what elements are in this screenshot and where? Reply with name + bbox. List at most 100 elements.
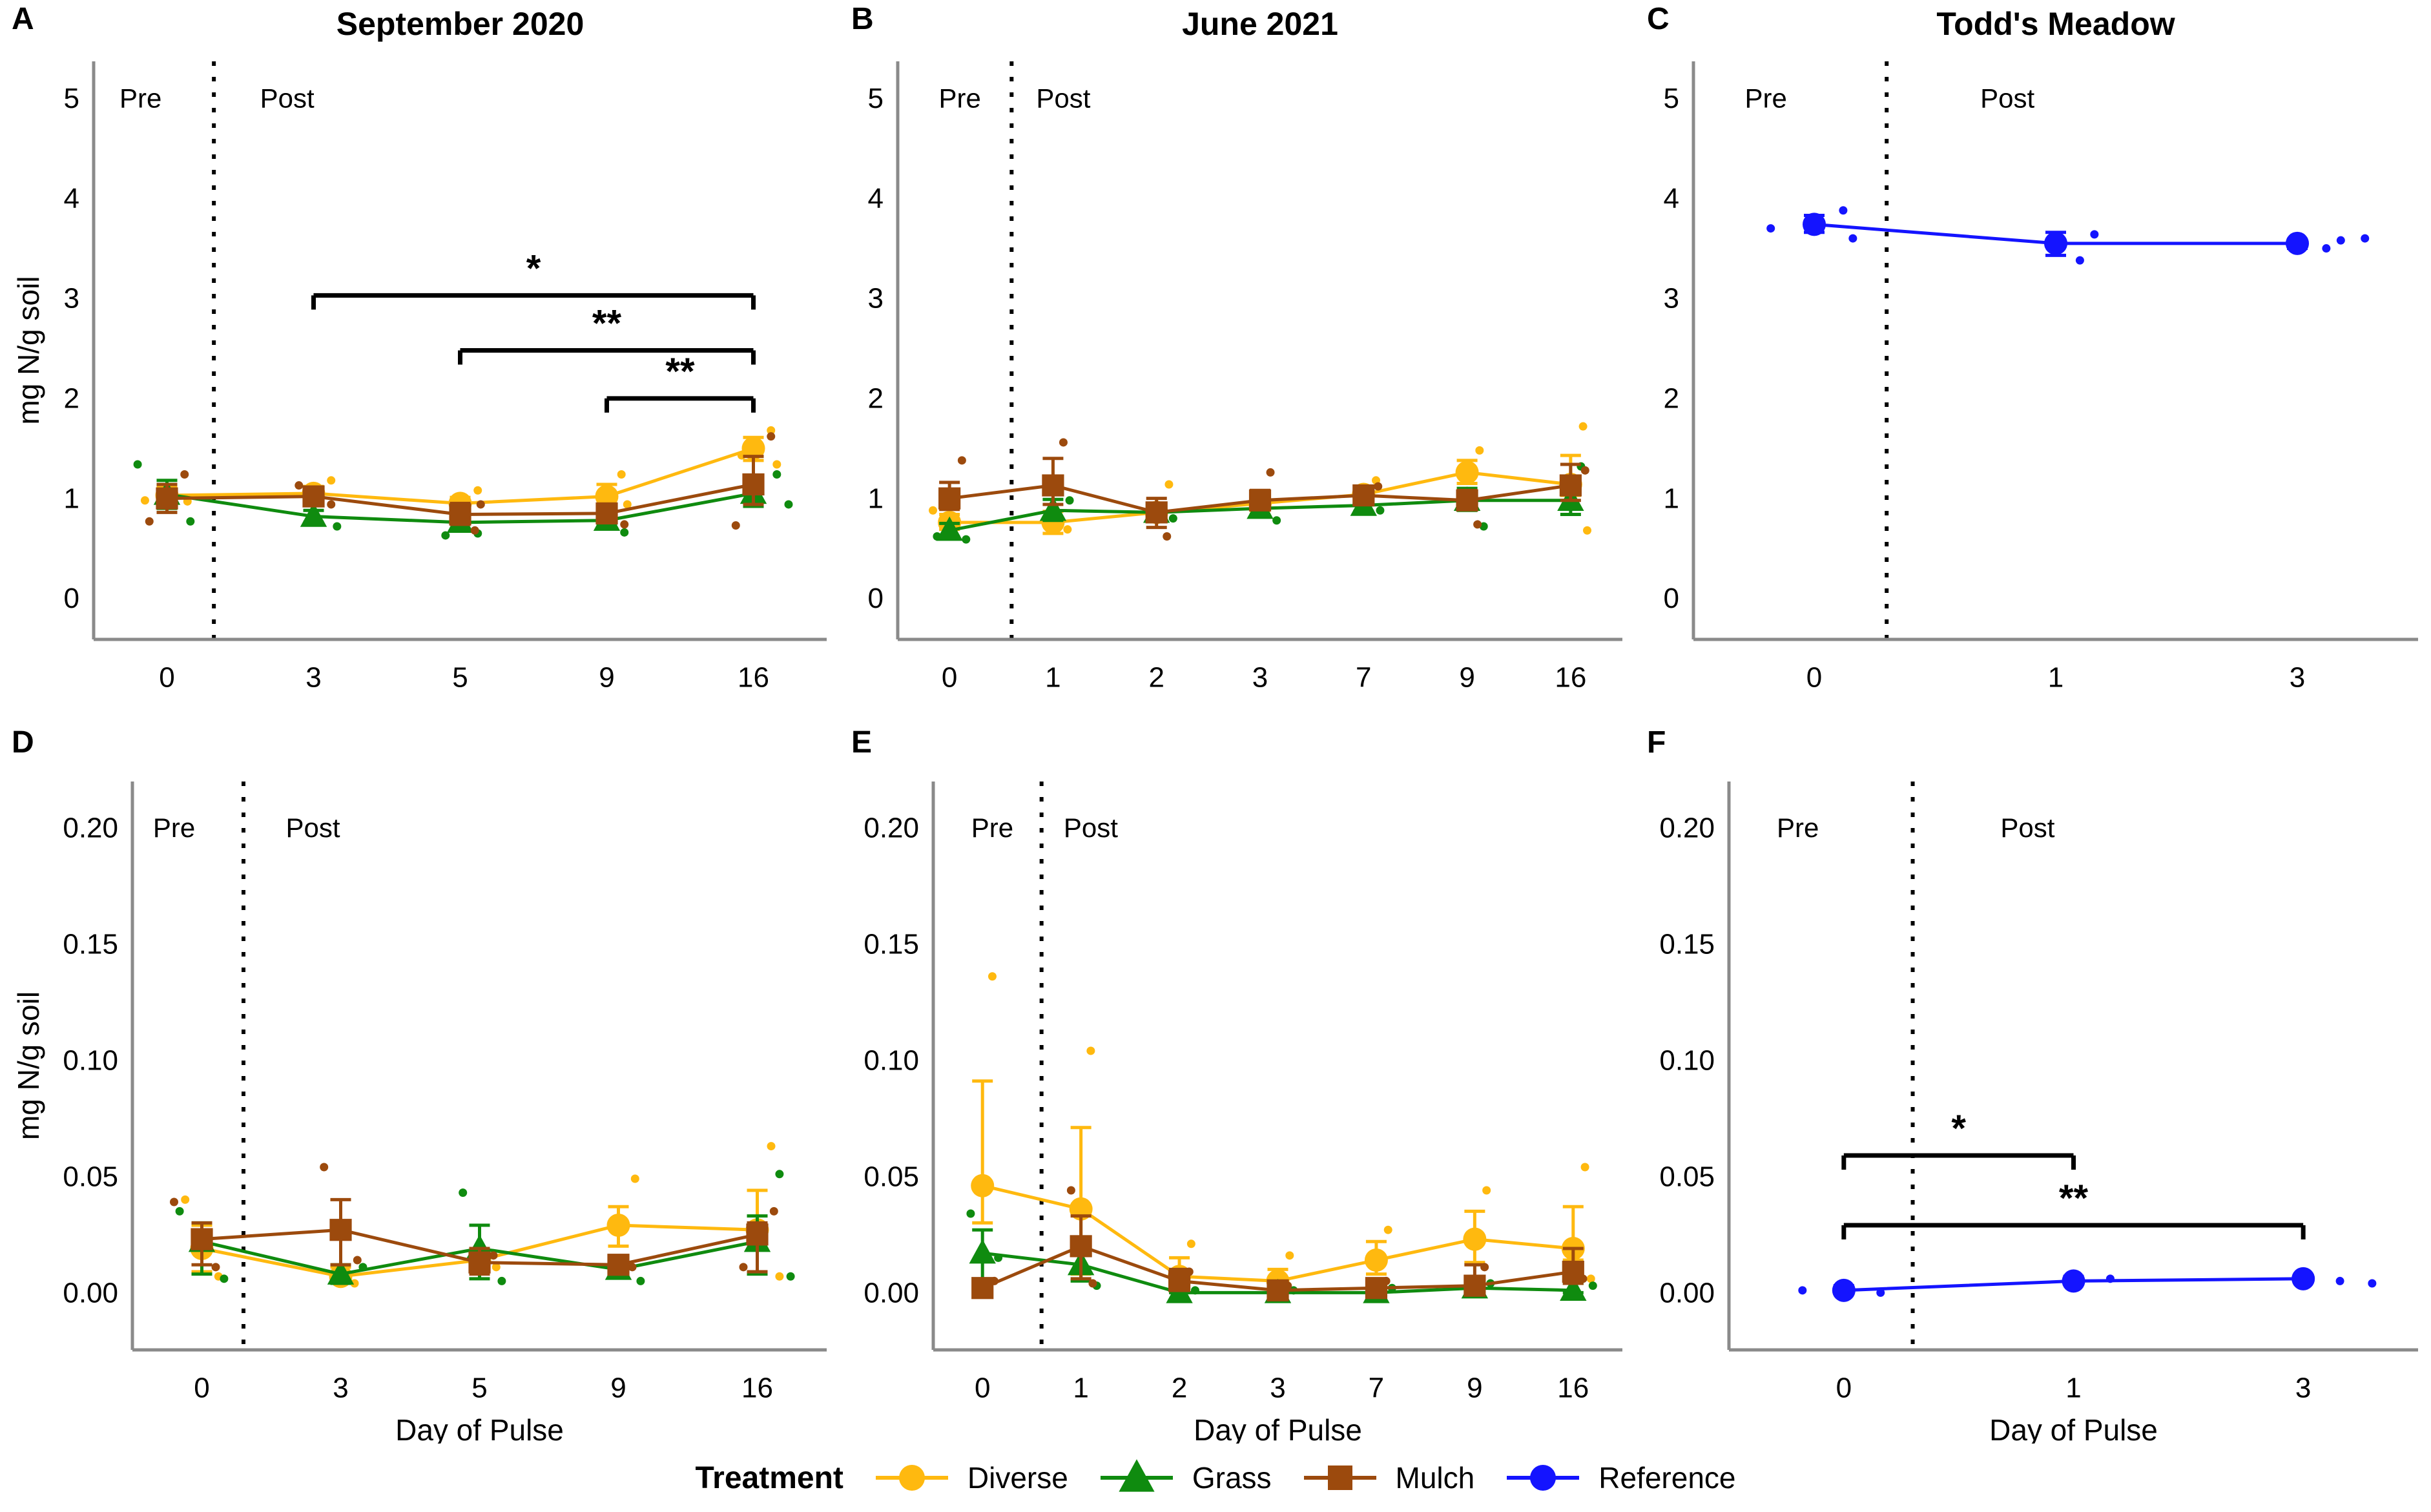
post-label: Post: [2000, 813, 2054, 843]
svg-text:2: 2: [1664, 383, 1679, 415]
svg-text:2: 2: [1172, 1372, 1187, 1404]
svg-text:0.20: 0.20: [1659, 813, 1715, 844]
grass-marker-icon: [1100, 1459, 1173, 1492]
post-label: Post: [1036, 83, 1090, 113]
svg-text:0.00: 0.00: [864, 1278, 919, 1309]
panel-E-plot: 0.00 0.05 0.10 0.15 0.20 0 1 2 3 7 9 16 Pre Post Day o…: [864, 782, 1622, 1444]
svg-text:5: 5: [64, 83, 79, 114]
legend-item-reference: Reference: [1503, 1454, 1735, 1502]
svg-text:0.10: 0.10: [1659, 1045, 1715, 1077]
svg-text:3: 3: [1664, 283, 1679, 315]
y-axis-title: mg N/g soil: [12, 991, 45, 1140]
post-label: Post: [1064, 813, 1118, 843]
diverse-marker-icon: [875, 1465, 948, 1491]
x-axis-title: Day of Pulse: [1989, 1413, 2158, 1444]
svg-text:0: 0: [159, 662, 174, 694]
mulch-marker-icon: [1303, 1465, 1376, 1490]
svg-text:0.05: 0.05: [1659, 1161, 1715, 1193]
svg-text:0.10: 0.10: [63, 1045, 118, 1077]
svg-text:16: 16: [1555, 662, 1586, 694]
figure-grid: A September 2020 0 1 2 3 4 5 0 3 5 9 16 Pre Post * ** *…: [0, 0, 2431, 1444]
series-mulch: [170, 1163, 778, 1276]
series-mulch: [971, 1186, 1588, 1301]
legend: Treatment Diverse Grass Mulch Reference: [0, 1444, 2431, 1512]
legend-label: Diverse: [967, 1461, 1068, 1495]
y-tick-labels: 0 1 2 3 4 5: [868, 83, 884, 614]
svg-text:0: 0: [1836, 1372, 1852, 1404]
panel-title-september-2020: September 2020: [336, 6, 584, 42]
panel-letter-D: D: [12, 725, 34, 760]
legend-item-grass: Grass: [1097, 1454, 1272, 1502]
svg-text:0.05: 0.05: [864, 1161, 919, 1193]
svg-text:4: 4: [1664, 183, 1679, 214]
x-axis-title: Day of Pulse: [1194, 1413, 1362, 1444]
legend-title: Treatment: [695, 1460, 843, 1495]
panel-title-june-2021: June 2021: [1182, 6, 1338, 42]
y-tick-labels: 0.00 0.05 0.10 0.15 0.20: [864, 813, 919, 1309]
significance-bars: ***: [1841, 1108, 2306, 1240]
legend-label: Reference: [1598, 1461, 1736, 1495]
svg-text:3: 3: [333, 1372, 348, 1404]
pre-label: Pre: [938, 83, 980, 113]
post-label: Post: [260, 83, 315, 113]
legend-item-mulch: Mulch: [1300, 1454, 1474, 1502]
pre-label: Pre: [153, 813, 195, 843]
panel-B-plot: 0 1 2 3 4 5 0 1 2 3 7 9 16 Pre Post: [868, 61, 1622, 694]
x-tick-labels: 0 1 3: [1836, 1372, 2312, 1404]
series-mulch: [145, 432, 776, 535]
axes: [1691, 61, 2418, 641]
svg-text:3: 3: [64, 283, 79, 315]
legend-items: Diverse Grass Mulch Reference: [872, 1454, 1735, 1502]
svg-text:5: 5: [1664, 83, 1679, 114]
y-tick-labels: 0 1 2 3 4 5: [64, 83, 79, 614]
pre-label: Pre: [971, 813, 1013, 843]
svg-text:0: 0: [1664, 583, 1679, 614]
svg-text:3: 3: [305, 662, 321, 694]
svg-text:9: 9: [1467, 1372, 1482, 1404]
reference-marker-icon: [1507, 1465, 1580, 1491]
x-tick-labels: 0 1 2 3 7 9 16: [942, 662, 1586, 694]
axes: [896, 61, 1622, 641]
svg-text:9: 9: [610, 1372, 626, 1404]
series-mulch: [938, 438, 1589, 541]
panel-F: F 0.00 0.05 0.10 0.15 0.20 0 1 3 Pre Post * ** Day o…: [1635, 723, 2431, 1444]
svg-text:1: 1: [64, 482, 79, 514]
svg-text:5: 5: [868, 83, 884, 114]
svg-text:1: 1: [2048, 662, 2064, 694]
svg-text:0: 0: [194, 1372, 209, 1404]
svg-text:0: 0: [868, 583, 884, 614]
svg-text:3: 3: [2295, 1372, 2311, 1404]
series-reference: [1798, 1267, 2377, 1302]
series-diverse: [140, 426, 781, 515]
svg-text:1: 1: [1073, 1372, 1088, 1404]
svg-text:**: **: [665, 351, 695, 393]
svg-text:3: 3: [2290, 662, 2305, 694]
svg-text:0: 0: [975, 1372, 990, 1404]
panel-title-todds-meadow: Todd's Meadow: [1936, 6, 2175, 42]
svg-text:1: 1: [1664, 482, 1679, 514]
x-axis-title: Day of Pulse: [395, 1413, 564, 1444]
svg-text:0: 0: [1806, 662, 1822, 694]
panel-E: E 0.00 0.05 0.10 0.15 0.20 0 1 2 3 7 9 16 Pre Post Day…: [840, 723, 1635, 1444]
panel-D: D 0.00 0.05 0.10 0.15 0.20 0 3 5 9 16 Pre Post Day o…: [0, 723, 840, 1444]
x-tick-labels: 0 3 5 9 16: [159, 662, 769, 694]
panel-A: A September 2020 0 1 2 3 4 5 0 3 5 9 16 Pre Post * ** *…: [0, 0, 840, 723]
svg-text:0.05: 0.05: [63, 1161, 118, 1193]
panel-letter-A: A: [12, 2, 34, 36]
svg-text:7: 7: [1356, 662, 1371, 694]
panel-letter-C: C: [1647, 2, 1670, 36]
svg-text:16: 16: [1557, 1372, 1589, 1404]
legend-item-diverse: Diverse: [872, 1454, 1068, 1502]
svg-text:0.15: 0.15: [864, 929, 919, 960]
svg-text:16: 16: [738, 662, 769, 694]
svg-text:**: **: [2059, 1177, 2089, 1219]
series-reference: [1766, 206, 2370, 265]
panel-letter-E: E: [851, 725, 873, 760]
pre-label: Pre: [1745, 83, 1787, 113]
svg-text:9: 9: [599, 662, 614, 694]
svg-text:3: 3: [1252, 662, 1268, 694]
svg-text:2: 2: [868, 383, 884, 415]
svg-text:0.15: 0.15: [63, 929, 118, 960]
